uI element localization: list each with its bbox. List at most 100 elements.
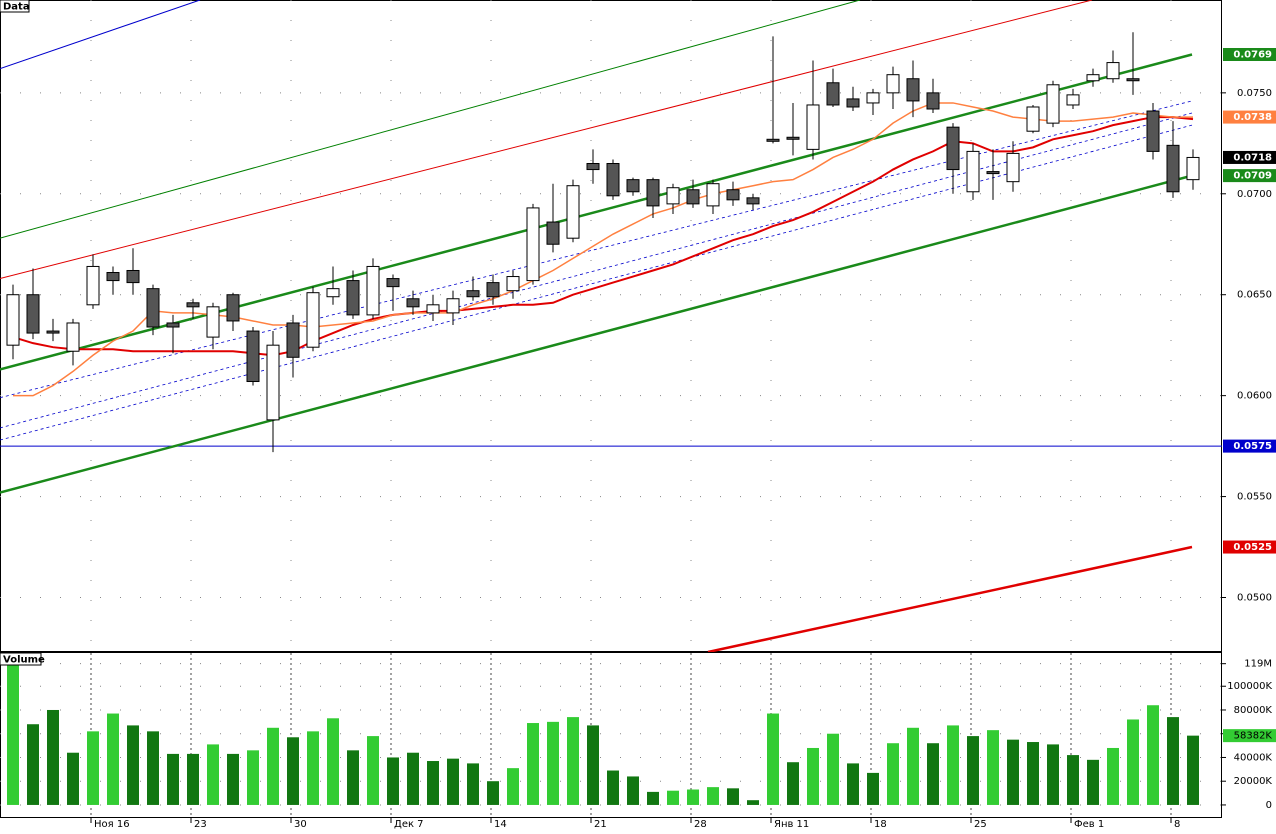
trendline [707,545,1193,652]
x-tick-label: Фев 1 [1074,819,1104,830]
volume-bar [627,776,639,805]
candle-body [86,265,100,306]
x-tick-label: 25 [974,819,987,830]
x-tick-label: Дек 7 [394,819,424,830]
x-tick-label: 14 [494,819,507,830]
candle-body [706,183,720,207]
price-tag [1223,150,1276,164]
y-tick-label: 0.0550 [1237,492,1272,503]
candle-body [986,171,1000,175]
candle-body [426,304,440,314]
volume-bar [707,787,719,805]
price-tag-label: 0.0769 [1233,50,1272,61]
price-plot [0,0,1222,652]
candle-body [226,294,240,322]
candle-body [1166,144,1180,193]
x-tick-label: 28 [694,819,707,830]
volume-bar [447,758,459,805]
x-tick-label: 21 [594,819,607,830]
volume-bar [427,761,439,805]
volume-bar [507,768,519,805]
volume-bar [607,770,619,805]
volume-bar [827,733,839,805]
volume-title: Volume [3,655,45,666]
candle-body [106,272,120,282]
candle-body [1086,74,1100,82]
volume-bar [807,747,819,805]
candle-body [1066,94,1080,106]
volume-bar [867,772,879,805]
price-title: Data [3,2,30,13]
candle-body [506,276,520,292]
candle-body [146,288,160,328]
volume-bar [67,752,79,805]
candle-body [306,292,320,348]
price-tag-label: 0.0718 [1233,152,1272,163]
candle-body [1146,110,1160,152]
volume-bar [747,800,759,805]
x-tick-label: 18 [874,819,887,830]
volume-bar [1167,717,1179,805]
volume-bar [27,724,39,805]
axes: 0.0750 0.0700 0.0650 0.0600 0.0550 0.0500 119M… [90,48,1276,830]
volume-bar [727,788,739,805]
price-tag [1223,110,1276,124]
volume-bar [327,718,339,805]
volume-bar [587,725,599,805]
candle-body [626,179,640,193]
candle-body [46,330,60,334]
volume-bar [7,664,19,805]
price-tag-label: 0.0709 [1233,171,1272,182]
candle-body [1106,62,1120,80]
volume-bar [187,753,199,805]
volume-bar [687,789,699,805]
volume-bar [407,752,419,805]
candle-body [126,269,140,284]
y-tick-label: 100000K [1227,681,1272,692]
volume-bar [1147,705,1159,805]
trendline [0,0,1093,280]
y-tick-label: 0.0500 [1237,592,1272,603]
moving-average [12,116,1194,357]
volume-bar [307,731,319,805]
price-tag [1223,169,1276,183]
candle-body [726,189,740,201]
pane-title-box [0,652,42,666]
candle-body [766,138,780,142]
candle-body [1046,84,1060,124]
candle-body [486,282,500,298]
price-tag [1223,540,1276,554]
volume-bar [47,709,59,805]
y-tick-label: 80000K [1234,705,1273,716]
candle-body [566,185,580,239]
volume-bar [987,730,999,805]
volume-bar [87,731,99,805]
candle-body [66,322,80,352]
volume-bar [147,731,159,805]
candle-body [806,104,820,150]
volume-bar [927,743,939,805]
candle-body [606,163,620,197]
volume-bar [347,750,359,805]
volume-bar [127,725,139,805]
candle-body [546,221,560,245]
volume-bar [227,753,239,805]
volume-bar [647,791,659,805]
candle-body [1006,152,1020,183]
candle-body [826,82,840,106]
candle-body [926,92,940,110]
x-tick-label: 23 [194,819,207,830]
candle-body [1026,106,1040,132]
y-tick-label: 0.0750 [1237,88,1272,99]
volume-bar [767,713,779,805]
candle-body [586,163,600,171]
pane-title-box [0,0,30,13]
candle-body [686,189,700,205]
candle-body [446,298,460,314]
volume-bar [527,723,539,805]
y-tick-label: 20000K [1234,776,1273,787]
candle-body [866,92,880,104]
volume-bar [967,736,979,805]
price-tag [1223,48,1276,62]
